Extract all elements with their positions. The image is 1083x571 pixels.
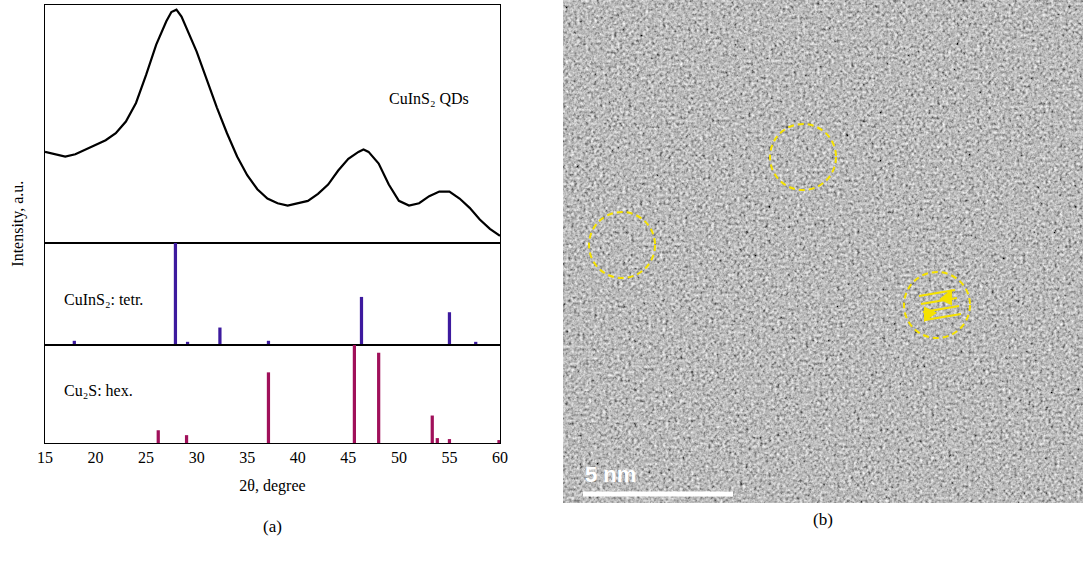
svg-text:35: 35 <box>239 449 255 466</box>
svg-text:(a): (a) <box>263 517 282 536</box>
svg-text:50: 50 <box>391 449 407 466</box>
svg-text:Cu₂S: hex.: Cu₂S: hex. <box>64 382 133 399</box>
svg-text:20: 20 <box>88 449 104 466</box>
svg-text:2θ, degree: 2θ, degree <box>239 477 305 495</box>
svg-text:CuInS₂ QDs: CuInS₂ QDs <box>389 90 469 107</box>
svg-text:25: 25 <box>138 449 154 466</box>
svg-text:Intensity, a.u.: Intensity, a.u. <box>9 181 27 267</box>
svg-text:40: 40 <box>290 449 306 466</box>
svg-text:CuInS₂: tetr.: CuInS₂: tetr. <box>64 291 143 308</box>
svg-text:45: 45 <box>340 449 356 466</box>
svg-text:60: 60 <box>492 449 508 466</box>
svg-text:5 nm: 5 nm <box>585 462 636 487</box>
svg-text:15: 15 <box>37 449 53 466</box>
svg-text:55: 55 <box>441 449 457 466</box>
html-text:(b): (b) <box>813 510 833 529</box>
svg-text:30: 30 <box>189 449 205 466</box>
